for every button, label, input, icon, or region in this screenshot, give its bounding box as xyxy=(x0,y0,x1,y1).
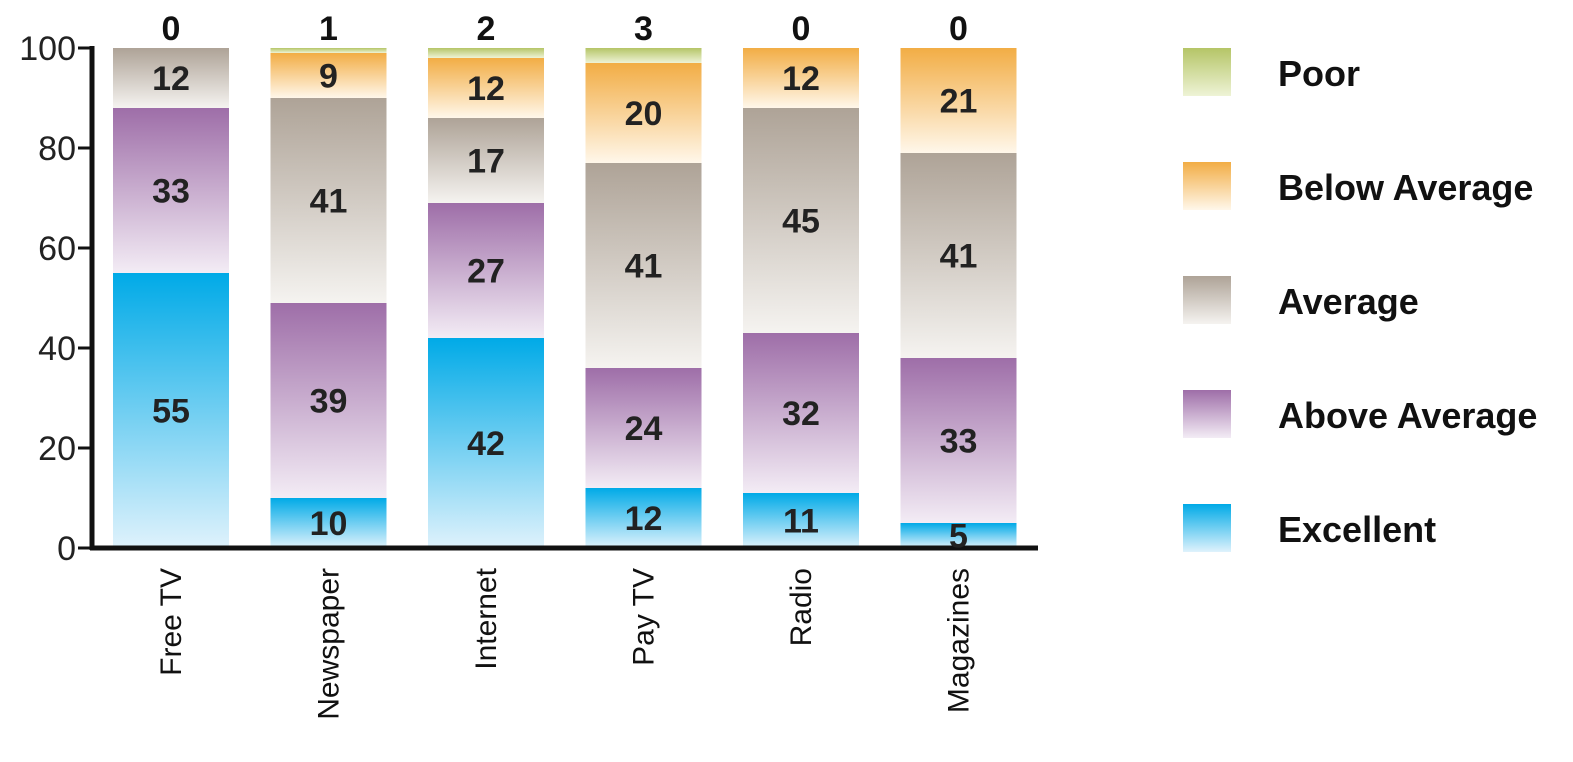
data-label-newspaper-above-average: 39 xyxy=(310,383,348,421)
data-label-free-tv-above-average: 33 xyxy=(152,173,190,211)
data-label-newspaper-below-average: 9 xyxy=(319,58,338,96)
bar-segment-pay-tv-above-average xyxy=(585,368,702,488)
y-tick-label-100: 100 xyxy=(19,30,76,68)
data-label-magazines-above-average: 33 xyxy=(940,423,978,461)
data-label-pay-tv-excellent: 12 xyxy=(625,500,663,538)
data-label-magazines-average: 41 xyxy=(940,238,978,276)
bar-segment-radio-average xyxy=(743,108,859,333)
top-label-pay-tv: 3 xyxy=(634,10,653,48)
bar-segment-newspaper-excellent xyxy=(270,498,387,548)
data-label-newspaper-average: 41 xyxy=(310,183,348,221)
data-label-internet-average: 17 xyxy=(467,143,505,181)
bar-segment-radio-below-average xyxy=(743,48,859,108)
legend-swatch-above-average xyxy=(1183,390,1231,438)
bar-segment-free-tv-excellent xyxy=(113,273,229,548)
y-tick-label-40: 40 xyxy=(38,330,76,368)
bar-segment-newspaper-poor xyxy=(270,48,387,53)
legend-label-poor: Poor xyxy=(1278,53,1360,94)
bars-layer xyxy=(113,48,1017,548)
bar-segment-newspaper-average xyxy=(270,98,387,303)
x-tick-label-pay-tv: Pay TV xyxy=(628,568,661,666)
bar-segment-internet-poor xyxy=(428,48,544,58)
data-label-magazines-below-average: 21 xyxy=(940,83,978,121)
x-tick-label-internet: Internet xyxy=(470,567,503,669)
data-label-newspaper-excellent: 10 xyxy=(310,505,348,543)
data-label-pay-tv-above-average: 24 xyxy=(625,410,663,448)
labels-layer: 5533120103941914227171221224412031132451… xyxy=(152,10,977,556)
x-tick-label-radio: Radio xyxy=(785,568,818,646)
top-label-newspaper: 1 xyxy=(319,10,338,48)
y-tick-label-60: 60 xyxy=(38,230,76,268)
top-label-internet: 2 xyxy=(477,10,496,48)
bar-segment-pay-tv-below-average xyxy=(585,63,702,163)
bar-segment-internet-below-average xyxy=(428,58,544,118)
bar-segment-pay-tv-average xyxy=(585,163,702,368)
bar-segment-newspaper-above-average xyxy=(270,303,387,498)
y-tick-label-0: 0 xyxy=(57,530,76,568)
x-tick-label-magazines: Magazines xyxy=(943,568,976,713)
bar-segment-radio-excellent xyxy=(743,493,859,548)
legend-swatch-poor xyxy=(1183,48,1231,96)
data-label-radio-above-average: 32 xyxy=(782,395,820,433)
data-label-pay-tv-below-average: 20 xyxy=(625,95,663,133)
bar-segment-pay-tv-poor xyxy=(585,48,702,63)
legend-label-average: Average xyxy=(1278,281,1419,322)
bar-segment-internet-excellent xyxy=(428,338,544,548)
bar-segment-pay-tv-excellent xyxy=(585,488,702,548)
legend-label-above-average: Above Average xyxy=(1278,395,1537,436)
data-label-radio-below-average: 12 xyxy=(782,60,820,98)
data-label-free-tv-average: 12 xyxy=(152,60,190,98)
legend: Poor Below Average Average Above Average Exc… xyxy=(1183,48,1537,552)
data-label-free-tv-excellent: 55 xyxy=(152,393,190,431)
x-tick-label-newspaper: Newspaper xyxy=(313,568,346,720)
legend-label-below-average: Below Average xyxy=(1278,167,1533,208)
bar-segment-internet-above-average xyxy=(428,203,544,338)
y-tick-label-80: 80 xyxy=(38,130,76,168)
data-label-internet-below-average: 12 xyxy=(467,70,505,108)
data-label-internet-excellent: 42 xyxy=(467,425,505,463)
y-tick-label-20: 20 xyxy=(38,430,76,468)
top-label-magazines: 0 xyxy=(949,10,968,48)
top-label-radio: 0 xyxy=(792,10,811,48)
bar-segment-magazines-above-average xyxy=(900,358,1017,523)
data-label-radio-excellent: 11 xyxy=(783,503,819,541)
bar-segment-magazines-below-average xyxy=(900,48,1017,153)
legend-swatch-average xyxy=(1183,276,1231,324)
bar-segment-newspaper-below-average xyxy=(270,53,387,98)
legend-swatch-excellent xyxy=(1183,504,1231,552)
axes-layer: Free TV Newspaper Internet Pay TV Radio Magaz… xyxy=(19,30,1038,720)
bar-segment-radio-above-average xyxy=(743,333,859,493)
bar-segment-free-tv-above-average xyxy=(113,108,229,273)
bar-segment-internet-average xyxy=(428,118,544,203)
top-label-free-tv: 0 xyxy=(162,10,181,48)
data-label-internet-above-average: 27 xyxy=(467,253,505,291)
bar-segment-magazines-excellent xyxy=(900,523,1017,548)
x-tick-label-free-tv: Free TV xyxy=(155,568,188,676)
data-label-magazines-excellent: 5 xyxy=(949,518,968,556)
data-label-radio-average: 45 xyxy=(782,203,820,241)
bar-segment-free-tv-average xyxy=(113,48,229,108)
bar-segment-magazines-average xyxy=(900,153,1017,358)
legend-label-excellent: Excellent xyxy=(1278,509,1436,550)
data-label-pay-tv-average: 41 xyxy=(625,248,663,286)
legend-swatch-below-average xyxy=(1183,162,1231,210)
